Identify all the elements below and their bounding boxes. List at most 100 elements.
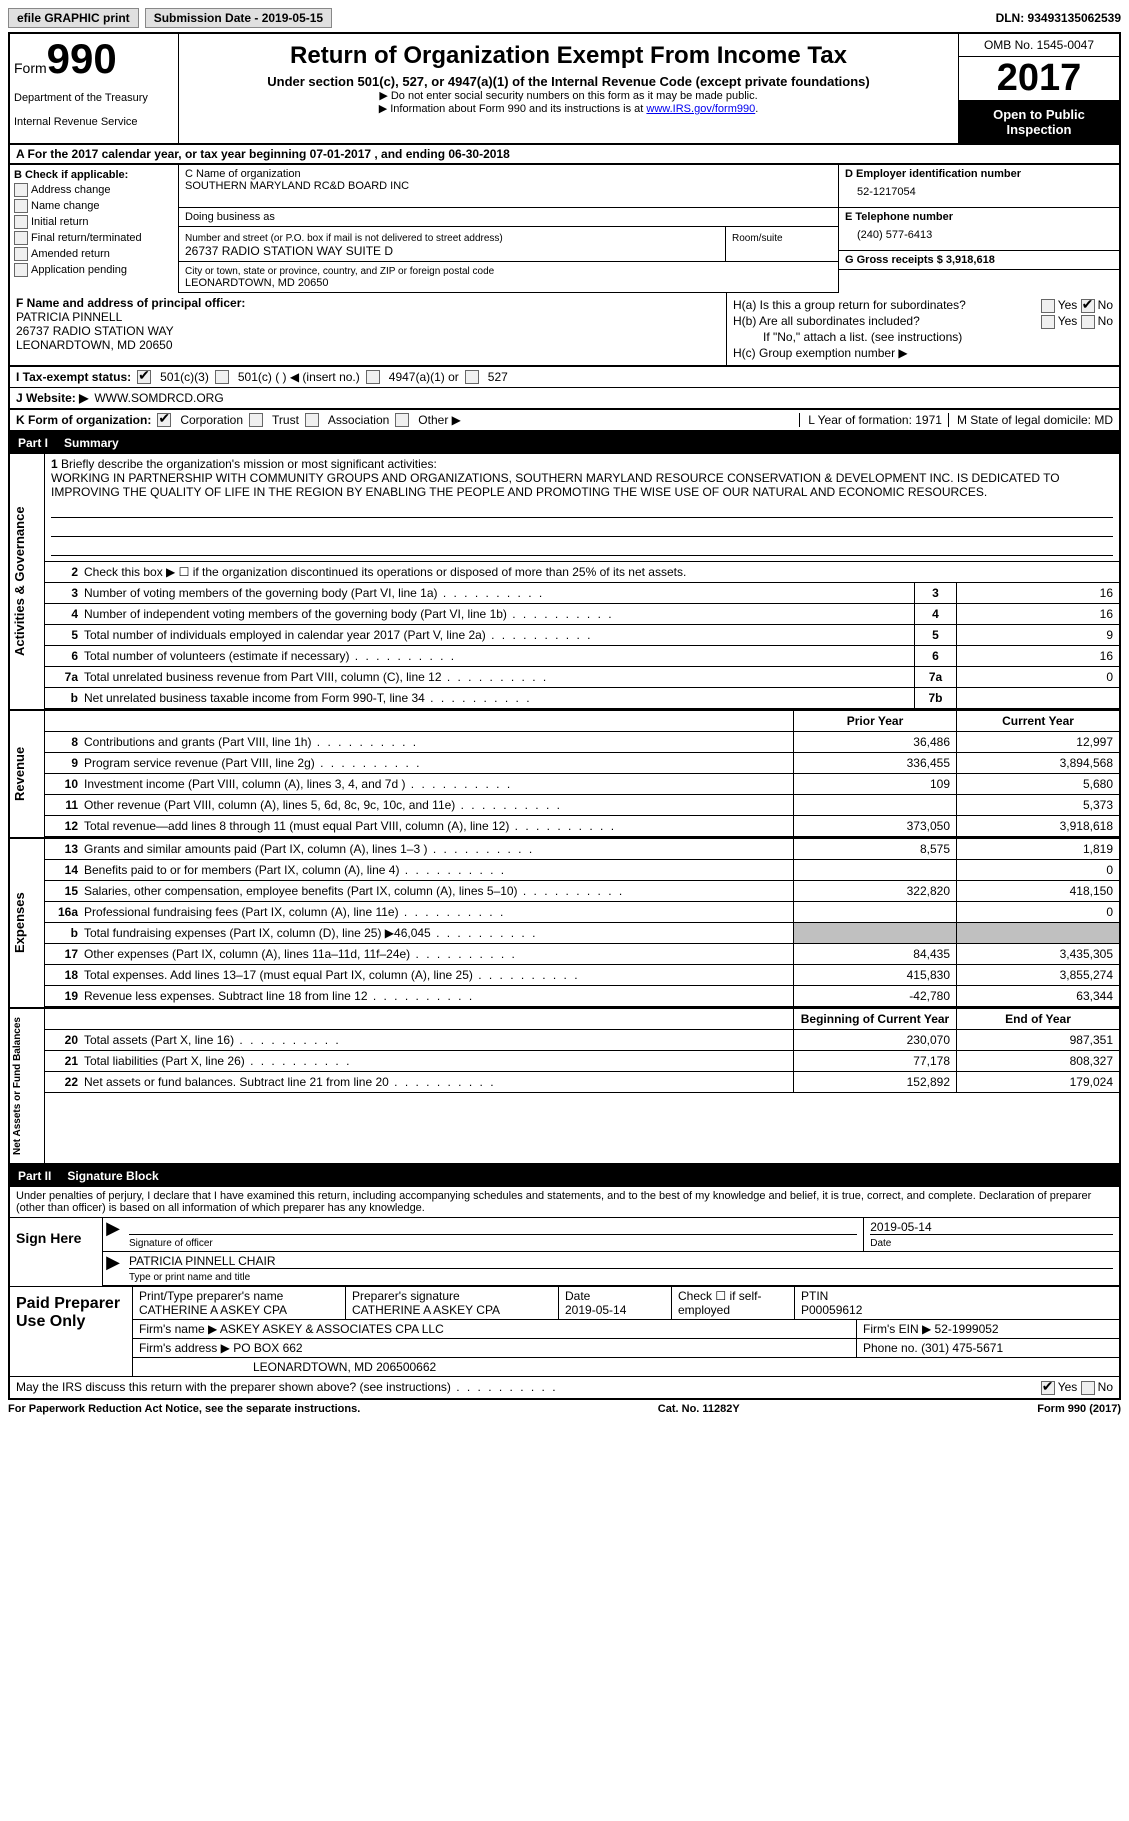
b-title: B Check if applicable:: [14, 169, 174, 181]
firm-addr1: PO BOX 662: [233, 1341, 302, 1355]
tel-label: E Telephone number: [845, 211, 953, 223]
col-c: C Name of organization SOUTHERN MARYLAND…: [179, 165, 838, 293]
org-name: SOUTHERN MARYLAND RC&D BOARD INC: [185, 180, 832, 192]
ein-label: D Employer identification number: [845, 168, 1021, 180]
table-row: bNet unrelated business taxable income f…: [45, 688, 1119, 709]
f-label: F Name and address of principal officer:: [16, 296, 720, 310]
street-label: Number and street (or P.O. box if mail i…: [185, 233, 503, 244]
part1-exp: Expenses 13Grants and similar amounts pa…: [8, 839, 1121, 1009]
cb-address-change[interactable]: [14, 183, 28, 197]
omb-number: OMB No. 1545-0047: [959, 34, 1119, 57]
footer: For Paperwork Reduction Act Notice, see …: [8, 1400, 1121, 1418]
ha-label: H(a) Is this a group return for subordin…: [733, 298, 966, 312]
cb-hb-yes[interactable]: [1041, 315, 1055, 329]
note-ssn: ▶ Do not enter social security numbers o…: [187, 89, 950, 102]
table-row: bTotal fundraising expenses (Part IX, co…: [45, 923, 1119, 944]
cb-initial-return[interactable]: [14, 215, 28, 229]
table-row: 20Total assets (Part X, line 16)230,0709…: [45, 1030, 1119, 1051]
hb-note: If "No," attach a list. (see instruction…: [733, 330, 1113, 344]
table-row: 9Program service revenue (Part VIII, lin…: [45, 753, 1119, 774]
cb-name-change[interactable]: [14, 199, 28, 213]
city-label: City or town, state or province, country…: [185, 266, 494, 277]
cb-amended[interactable]: [14, 247, 28, 261]
may-irs: May the IRS discuss this return with the…: [16, 1380, 558, 1394]
col-d: D Employer identification number 52-1217…: [838, 165, 1119, 293]
cb-527[interactable]: [465, 370, 479, 384]
cb-assoc[interactable]: [305, 413, 319, 427]
signature-block: Under penalties of perjury, I declare th…: [8, 1187, 1121, 1400]
cb-discuss-yes[interactable]: [1041, 1381, 1055, 1395]
col-f: F Name and address of principal officer:…: [10, 293, 727, 365]
sig-label: Signature of officer: [129, 1238, 213, 1249]
info-grid: B Check if applicable: Address change Na…: [8, 165, 1121, 293]
vtab-gov: Activities & Governance: [10, 454, 45, 709]
cb-501c[interactable]: [215, 370, 229, 384]
efile-button[interactable]: efile GRAPHIC print: [8, 8, 139, 28]
cb-trust[interactable]: [249, 413, 263, 427]
city: LEONARDTOWN, MD 20650: [185, 277, 832, 289]
line-k: K Form of organization: Corporation Trus…: [8, 410, 1121, 432]
mission-text: WORKING IN PARTNERSHIP WITH COMMUNITY GR…: [51, 471, 1060, 499]
cb-corp[interactable]: [157, 413, 171, 427]
ein: 52-1217054: [845, 180, 1113, 204]
line-a: A For the 2017 calendar year, or tax yea…: [8, 145, 1121, 165]
part1-header: Part I Summary: [8, 432, 1121, 454]
hdr-prior: Prior Year: [793, 711, 956, 731]
table-row: 18Total expenses. Add lines 13–17 (must …: [45, 965, 1119, 986]
website: WWW.SOMDRCD.ORG: [94, 391, 223, 405]
form-ref: Form 990 (2017): [1037, 1403, 1121, 1415]
cb-4947[interactable]: [366, 370, 380, 384]
hc-label: H(c) Group exemption number ▶: [733, 346, 1113, 360]
form-title: Return of Organization Exempt From Incom…: [187, 42, 950, 70]
top-bar: efile GRAPHIC print Submission Date - 20…: [8, 8, 1121, 28]
cb-hb-no[interactable]: [1081, 315, 1095, 329]
irs-link[interactable]: www.IRS.gov/form990: [646, 103, 755, 115]
table-row: 3Number of voting members of the governi…: [45, 583, 1119, 604]
note-info: ▶ Information about Form 990 and its ins…: [187, 102, 950, 115]
cb-discuss-no[interactable]: [1081, 1381, 1095, 1395]
form-header: Form990 Department of the Treasury Inter…: [8, 32, 1121, 145]
fh-row: F Name and address of principal officer:…: [8, 293, 1121, 367]
cb-ha-no[interactable]: [1081, 299, 1095, 313]
vtab-rev: Revenue: [10, 711, 45, 837]
sign-here: Sign Here: [10, 1218, 102, 1286]
irs: Internal Revenue Service: [14, 116, 174, 128]
cb-app-pending[interactable]: [14, 263, 28, 277]
form-label: Form: [14, 60, 47, 76]
street: 26737 RADIO STATION WAY SUITE D: [185, 244, 719, 258]
declaration: Under penalties of perjury, I declare th…: [10, 1187, 1119, 1217]
open-to-public: Open to Public Inspection: [959, 101, 1119, 143]
form-number: 990: [47, 35, 117, 82]
hdr-beg: Beginning of Current Year: [793, 1009, 956, 1029]
vtab-net: Net Assets or Fund Balances: [10, 1009, 45, 1163]
cb-501c3[interactable]: [137, 370, 151, 384]
paperwork-notice: For Paperwork Reduction Act Notice, see …: [8, 1403, 360, 1415]
hb-label: H(b) Are all subordinates included?: [733, 314, 920, 328]
submission-date: Submission Date - 2019-05-15: [145, 8, 332, 28]
prep-date: 2019-05-14: [565, 1303, 626, 1317]
table-row: 17Other expenses (Part IX, column (A), l…: [45, 944, 1119, 965]
col-b: B Check if applicable: Address change Na…: [10, 165, 179, 293]
dba-label: Doing business as: [185, 211, 275, 223]
table-row: 6Total number of volunteers (estimate if…: [45, 646, 1119, 667]
vtab-exp: Expenses: [10, 839, 45, 1007]
part1-rev: Revenue Prior YearCurrent Year 8Contribu…: [8, 711, 1121, 839]
cb-other[interactable]: [395, 413, 409, 427]
table-row: 16aProfessional fundraising fees (Part I…: [45, 902, 1119, 923]
table-row: 11Other revenue (Part VIII, column (A), …: [45, 795, 1119, 816]
cat-no: Cat. No. 11282Y: [658, 1403, 740, 1415]
ptin: P00059612: [801, 1303, 862, 1317]
firm-name: ASKEY ASKEY & ASSOCIATES CPA LLC: [220, 1322, 444, 1336]
table-row: 8Contributions and grants (Part VIII, li…: [45, 732, 1119, 753]
table-row: 14Benefits paid to or for members (Part …: [45, 860, 1119, 881]
table-row: 15Salaries, other compensation, employee…: [45, 881, 1119, 902]
table-row: 12Total revenue—add lines 8 through 11 (…: [45, 816, 1119, 837]
firm-addr2: LEONARDTOWN, MD 206500662: [133, 1358, 1119, 1376]
cb-ha-yes[interactable]: [1041, 299, 1055, 313]
tax-year: 2017: [959, 57, 1119, 101]
line-l: L Year of formation: 1971: [799, 413, 942, 427]
check-self: Check ☐ if self-employed: [678, 1289, 761, 1317]
cb-final-return[interactable]: [14, 231, 28, 245]
room-label: Room/suite: [732, 233, 783, 244]
prep-sig: CATHERINE A ASKEY CPA: [352, 1303, 500, 1317]
